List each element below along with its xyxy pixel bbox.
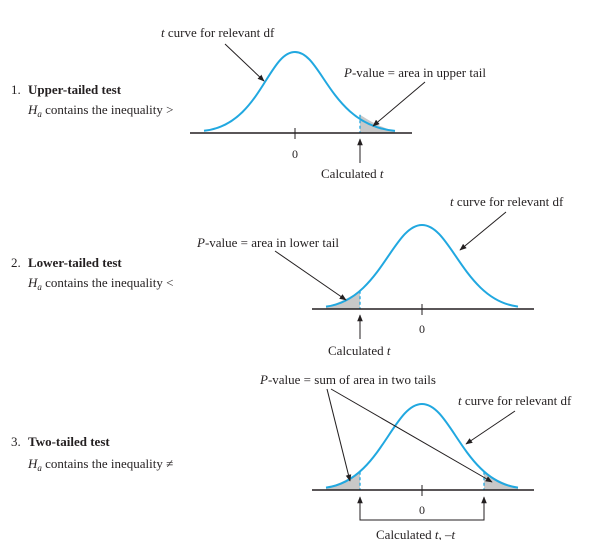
p-value-arrow-lower [326, 388, 352, 482]
t-curve [325, 223, 519, 308]
curve-label: t curve for relevant df [458, 393, 572, 408]
calculated-t-bracket [359, 499, 485, 521]
zero-label: 0 [419, 322, 425, 336]
panel-title: Lower-tailed test [28, 255, 122, 270]
curve-label-arrow [224, 43, 265, 82]
p-value-arrow [372, 81, 426, 127]
curve-label: t curve for relevant df [450, 194, 564, 209]
panel-number: 2. [11, 255, 21, 270]
calculated-t-label: Calculated t [321, 166, 384, 181]
panel-two-tailed: 3. Two-tailed test Ha contains the inequ… [11, 372, 572, 540]
panel-title: Upper-tailed test [28, 82, 122, 97]
hypothesis-text: Ha contains the inequality ≠ [27, 456, 173, 473]
calculated-t-label: Calculated t [328, 343, 391, 358]
t-curve [325, 402, 519, 489]
hypothesis-text: Ha contains the inequality < [27, 275, 173, 292]
curve-label-arrow [459, 211, 507, 251]
t-curve [203, 50, 396, 132]
calculated-t-label: Calculated t, –t [376, 527, 455, 540]
panel-number: 3. [11, 434, 21, 449]
upper-tail-area [360, 114, 395, 133]
zero-label: 0 [419, 503, 425, 517]
panel-title: Two-tailed test [28, 434, 110, 449]
curve-label-arrow [465, 410, 516, 445]
p-value-label: P-value = area in upper tail [343, 65, 486, 80]
hypothesis-text: Ha contains the inequality > [27, 102, 173, 119]
p-value-arrow-upper [330, 388, 493, 483]
p-value-label: P-value = area in lower tail [196, 235, 339, 250]
p-value-arrow [274, 250, 347, 301]
panel-lower-tailed: 2. Lower-tailed test Ha contains the ine… [11, 194, 564, 358]
p-value-label: P-value = sum of area in two tails [259, 372, 436, 387]
panel-upper-tailed: 1. Upper-tailed test Ha contains the ine… [11, 25, 486, 181]
zero-label: 0 [292, 147, 298, 161]
curve-label: t curve for relevant df [161, 25, 275, 40]
panel-number: 1. [11, 82, 21, 97]
